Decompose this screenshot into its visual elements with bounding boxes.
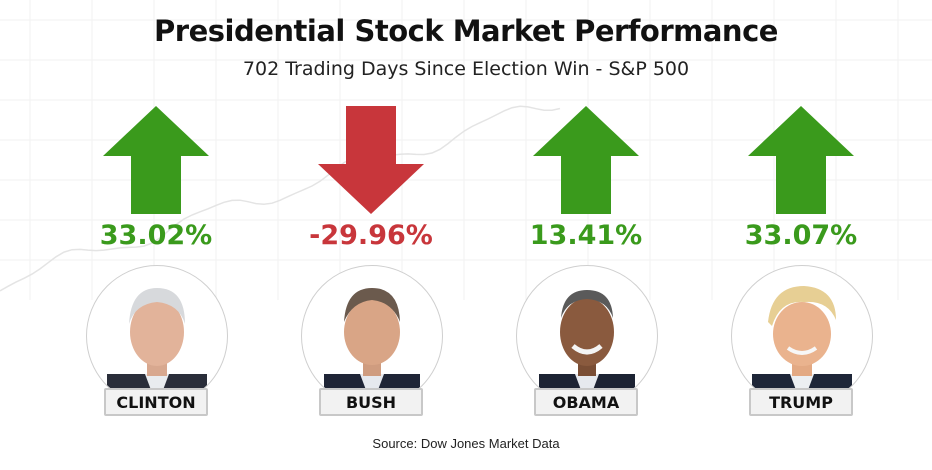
value-label: 33.07% xyxy=(744,220,858,251)
portrait-avatar xyxy=(752,286,852,406)
value-label: 33.02% xyxy=(99,220,213,251)
arrow-up-icon xyxy=(103,106,209,214)
name-label: BUSH xyxy=(319,388,423,416)
arrow-up-shape xyxy=(748,106,854,214)
portrait-photo xyxy=(731,265,873,407)
portrait-avatar xyxy=(539,290,635,406)
name-label: CLINTON xyxy=(104,388,208,416)
arrow-up-icon xyxy=(748,106,854,214)
chart-title: Presidential Stock Market Performance xyxy=(154,14,778,48)
president-column-trump: 33.07% TRUMP xyxy=(711,100,891,430)
portrait-avatar xyxy=(324,288,420,406)
portrait-photo xyxy=(86,265,228,407)
president-column-bush: -29.96% BUSH xyxy=(281,100,461,430)
source-note: Source: Dow Jones Market Data xyxy=(372,436,560,451)
arrow-up-shape xyxy=(533,106,639,214)
president-column-obama: 13.41% OBAMA xyxy=(496,100,676,430)
chart-subtitle: 702 Trading Days Since Election Win - S&… xyxy=(242,58,690,80)
arrow-down-icon xyxy=(318,106,424,214)
portrait-avatar xyxy=(107,288,207,406)
value-label: -29.96% xyxy=(309,220,433,251)
arrow-down-shape xyxy=(318,106,424,214)
arrow-up-shape xyxy=(103,106,209,214)
president-column-clinton: 33.02% CLINTON xyxy=(66,100,246,430)
arrow-up-icon xyxy=(533,106,639,214)
name-label: TRUMP xyxy=(749,388,853,416)
portrait-photo xyxy=(301,265,443,407)
name-label: OBAMA xyxy=(534,388,638,416)
portrait-photo xyxy=(516,265,658,407)
value-label: 13.41% xyxy=(529,220,643,251)
